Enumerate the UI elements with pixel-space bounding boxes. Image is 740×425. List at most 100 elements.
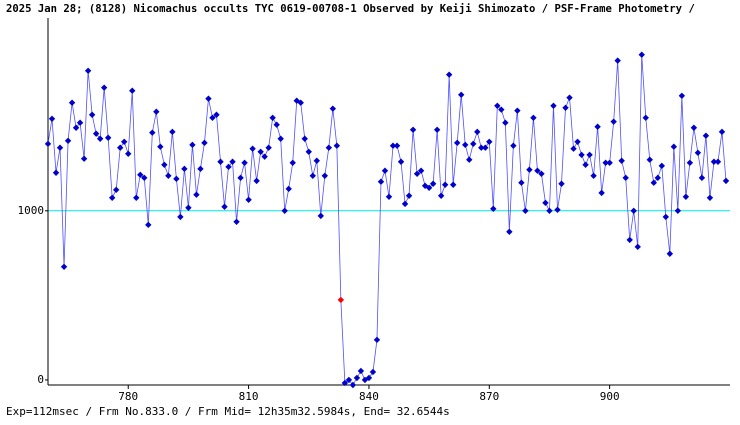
data-point (526, 166, 533, 173)
data-point (165, 172, 172, 179)
data-point (233, 218, 240, 225)
data-point (121, 138, 128, 145)
data-point (714, 158, 722, 165)
data-point (289, 159, 296, 166)
data-point (205, 95, 212, 102)
data-point (437, 192, 445, 199)
data-point (181, 165, 188, 173)
data-point (72, 124, 80, 131)
data-point (510, 142, 517, 149)
data-point (329, 105, 337, 112)
data-point (614, 57, 621, 64)
data-point (598, 189, 605, 197)
data-point (84, 67, 92, 74)
data-point (88, 111, 96, 118)
data-point (441, 181, 449, 188)
data-point (570, 145, 577, 152)
data-point (574, 138, 581, 145)
data-point (694, 149, 702, 156)
data-point (217, 158, 224, 165)
data-point (425, 184, 433, 192)
data-point (474, 128, 481, 136)
data-point (60, 263, 68, 270)
data-point (245, 196, 252, 204)
data-point (413, 170, 421, 177)
data-point (261, 153, 268, 160)
data-point (237, 174, 244, 182)
data-point (193, 191, 200, 198)
data-point (213, 111, 220, 118)
data-point (566, 94, 573, 101)
data-point (133, 194, 140, 201)
data-point (393, 142, 401, 149)
data-point (429, 180, 437, 187)
data-point (157, 143, 164, 150)
data-point (257, 148, 264, 155)
data-point (241, 159, 248, 166)
data-point (277, 135, 284, 142)
data-point (530, 114, 537, 121)
data-point (309, 172, 316, 179)
data-point (297, 99, 304, 106)
data-point (678, 92, 686, 99)
data-point (92, 130, 100, 137)
data-point (590, 172, 597, 179)
data-point (454, 139, 461, 147)
data-point (682, 193, 690, 200)
data-point (129, 87, 136, 94)
data-point (702, 132, 710, 139)
data-point (594, 123, 601, 130)
data-point (606, 159, 613, 166)
chart-title: 2025 Jan 28; (8128) Nicomachus occults T… (6, 3, 695, 15)
data-point (185, 204, 192, 211)
data-point (149, 129, 156, 136)
data-point (582, 161, 589, 168)
data-point (321, 172, 329, 179)
data-point (686, 159, 694, 166)
data-point (514, 107, 521, 114)
data-point (369, 368, 377, 376)
data-point (634, 243, 641, 251)
data-point (365, 374, 373, 382)
data-point (113, 186, 120, 194)
data-point (341, 379, 349, 387)
data-point (449, 181, 457, 188)
data-point (281, 207, 288, 215)
data-point (177, 213, 184, 221)
data-point (108, 194, 116, 201)
data-point (397, 158, 405, 165)
data-point (610, 118, 617, 125)
data-point (506, 228, 513, 235)
data-point (642, 114, 649, 121)
data-point (405, 192, 413, 199)
data-point (377, 178, 385, 185)
x-tick-label: 870 (479, 390, 499, 403)
data-point (337, 296, 345, 304)
data-point (345, 376, 353, 384)
data-point (229, 158, 236, 165)
data-point (494, 102, 501, 109)
data-point (666, 250, 674, 257)
data-point (486, 138, 493, 145)
data-point (96, 135, 104, 142)
data-point (353, 374, 361, 382)
data-point (538, 170, 545, 177)
data-point (638, 51, 645, 58)
y-tick-label: 1000 (18, 204, 45, 217)
data-point (458, 91, 465, 98)
data-point (482, 144, 489, 151)
data-point (317, 212, 324, 220)
data-point (478, 144, 485, 151)
data-point (209, 114, 216, 121)
data-point (333, 142, 341, 149)
data-point (534, 167, 541, 174)
data-point (80, 155, 88, 162)
data-point (385, 193, 393, 200)
data-point (305, 148, 312, 155)
data-point (273, 121, 280, 128)
x-tick-label: 840 (359, 390, 379, 403)
data-point (56, 144, 64, 151)
data-point (462, 141, 469, 149)
data-point (518, 179, 525, 186)
data-point (522, 207, 529, 215)
